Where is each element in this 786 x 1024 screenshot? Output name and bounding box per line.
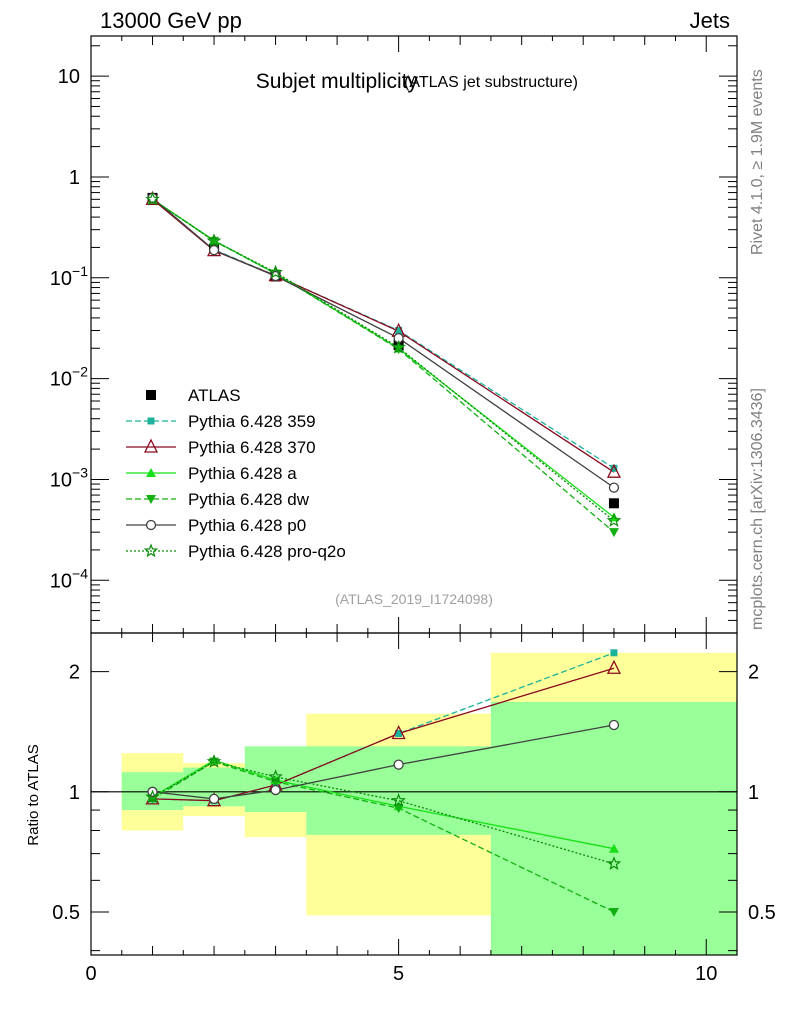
y-tick-label: 10−4	[50, 565, 88, 592]
y-tick-label: 1	[69, 167, 80, 189]
ratio-panel: 0.5 0.5 1 1 2 2 0 5 10	[52, 632, 776, 985]
y-tick-label: 10−1	[50, 263, 88, 290]
x-tick-label: 0	[85, 963, 96, 985]
x-tick-label: 5	[393, 963, 404, 985]
y-tick-label: 10−3	[50, 464, 88, 491]
ratio-ytick-label-right: 1	[748, 782, 759, 804]
ratio-ytick-label-left: 2	[69, 662, 80, 684]
main-panel: 10 1 10−1 10−2 10−3 10−4 ATLAS Pythia 6.428 359…	[50, 35, 738, 634]
data-point-2-4	[606, 463, 622, 478]
legend-marker-0	[146, 390, 156, 400]
ratio-point-4-3	[393, 759, 404, 770]
data-point-6-1	[206, 233, 222, 248]
legend-label-6: Pythia 6.428 pro-q2o	[188, 542, 346, 561]
header-left: 13000 GeV pp	[100, 8, 242, 33]
legend-label-4: Pythia 6.428 dw	[188, 490, 310, 509]
analysis-watermark: (ATLAS_2019_I1724098)	[335, 591, 493, 607]
ratio-point-5-4	[606, 856, 622, 871]
legend-label-0: ATLAS	[188, 386, 241, 405]
header-right: Jets	[690, 8, 730, 33]
data-point-1-3	[395, 327, 403, 335]
data-point-6-0	[145, 191, 160, 206]
series-line-2	[152, 198, 615, 473]
ratio-point-1-4	[606, 659, 622, 674]
chart-title: Subjet multiplicity	[256, 70, 419, 93]
ratio-ytick-label-left: 0.5	[52, 902, 80, 924]
ratio-point-5-1	[206, 754, 222, 768]
legend-marker-6	[143, 543, 159, 558]
ratio-point-4-4	[608, 719, 620, 731]
ratio-point-3-3	[393, 804, 404, 814]
ratio-point-5-3	[391, 793, 406, 807]
data-point-6-4	[606, 513, 622, 527]
data-point-6-3	[391, 339, 406, 354]
band-green-4	[490, 701, 737, 955]
ratio-frame	[90, 632, 738, 956]
mcplots-label: mcplots.cern.ch [arXiv:1306.3436]	[749, 388, 766, 630]
data-point-4-4	[608, 528, 619, 538]
ratio-point-3-4	[608, 907, 619, 917]
ratio-point-4-2	[270, 784, 281, 796]
legend-marker-2	[143, 438, 159, 453]
data-point-1-4	[610, 464, 618, 472]
ratio-point-0-3	[395, 729, 403, 737]
ratio-point-1-3	[391, 725, 406, 740]
chart-subtitle: (ATLAS jet substructure)	[404, 74, 578, 91]
ratio-ytick-label-right: 0.5	[748, 902, 776, 924]
ratio-point-5-2	[268, 769, 283, 784]
ratio-point-4-1	[208, 793, 220, 805]
ratio-ytick-label-left: 1	[69, 782, 80, 804]
y-tick-label: 10	[58, 66, 80, 88]
x-tick-label: 10	[695, 963, 717, 985]
legend-marker-3	[146, 468, 156, 477]
legend-label-1: Pythia 6.428 359	[188, 412, 316, 431]
ratio-point-2-4	[608, 843, 619, 853]
legend-marker-4	[146, 495, 156, 504]
rivet-label: Rivet 4.1.0, ≥ 1.9M events	[749, 69, 766, 255]
data-point-6-2	[268, 264, 283, 279]
data-point-0-4	[608, 498, 619, 509]
data-point-5-4	[608, 482, 620, 493]
series-line-6	[152, 198, 615, 522]
legend-marker-5	[145, 519, 157, 531]
legend-marker-1	[147, 417, 155, 425]
legend-label-5: Pythia 6.428 p0	[188, 516, 306, 535]
ratio-point-5-0	[145, 789, 160, 804]
legend-label-3: Pythia 6.428 a	[188, 464, 297, 483]
y-tick-label: 10−2	[50, 364, 88, 391]
data-point-5-1	[208, 244, 220, 256]
ratio-ylabel: Ratio to ATLAS	[25, 744, 42, 845]
ratio-point-0-4	[610, 649, 618, 657]
ratio-ytick-label-right: 2	[748, 662, 759, 684]
legend-label-2: Pythia 6.428 370	[188, 438, 316, 457]
